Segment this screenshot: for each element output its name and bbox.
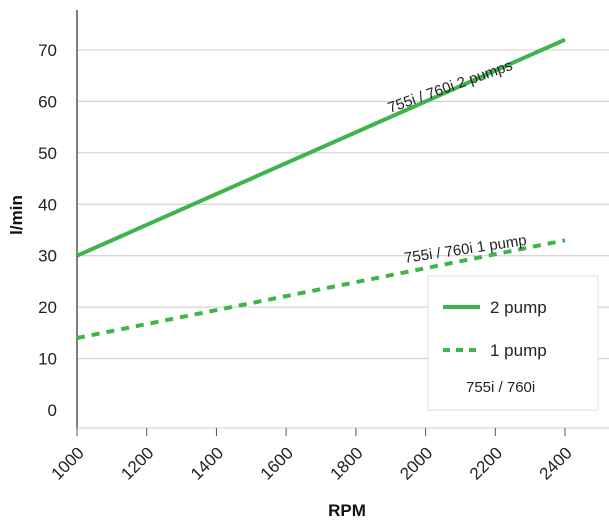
y-tick-label-10: 10 xyxy=(38,350,57,369)
x-tick-label-1400: 1400 xyxy=(187,443,227,483)
legend-entry-1-pump: 1 pump xyxy=(490,341,547,360)
series-line-2-pump xyxy=(76,37,566,258)
x-tick-label-2000: 2000 xyxy=(396,443,436,483)
x-axis-title: RPM xyxy=(328,501,366,520)
legend: 2 pump 1 pump 755i / 760i xyxy=(427,275,599,411)
y-tick-label-40: 40 xyxy=(38,195,57,214)
legend-entry-2-pump: 2 pump xyxy=(490,298,547,317)
legend-box xyxy=(427,275,599,411)
legend-note: 755i / 760i xyxy=(466,379,535,396)
y-tick-label-30: 30 xyxy=(38,247,57,266)
series-line-1-pump xyxy=(76,238,566,340)
y-tick-label-50: 50 xyxy=(38,144,57,163)
y-tick-labels: 0 10 20 30 40 50 60 70 xyxy=(38,41,57,420)
grid-lines xyxy=(77,49,609,360)
x-tick-label-1600: 1600 xyxy=(257,443,297,483)
y-tick-label-60: 60 xyxy=(38,92,57,111)
y-axis-title: l/min xyxy=(7,195,26,235)
x-tick-label-2200: 2200 xyxy=(466,443,506,483)
series-lines xyxy=(76,37,566,340)
series-label-2-pumps: 755i / 760i 2 pumps xyxy=(386,57,515,117)
y-tick-label-0: 0 xyxy=(48,401,57,420)
y-tick-label-20: 20 xyxy=(38,298,57,317)
y-tick-label-70: 70 xyxy=(38,41,57,60)
x-tick-label-1800: 1800 xyxy=(327,443,367,483)
x-tick-label-1000: 1000 xyxy=(48,443,88,483)
axes xyxy=(76,10,609,436)
x-tick-label-2400: 2400 xyxy=(536,443,576,483)
x-tick-labels: 1000 1200 1400 1600 1800 2000 2200 2400 xyxy=(48,443,576,483)
x-tick-label-1200: 1200 xyxy=(117,443,157,483)
